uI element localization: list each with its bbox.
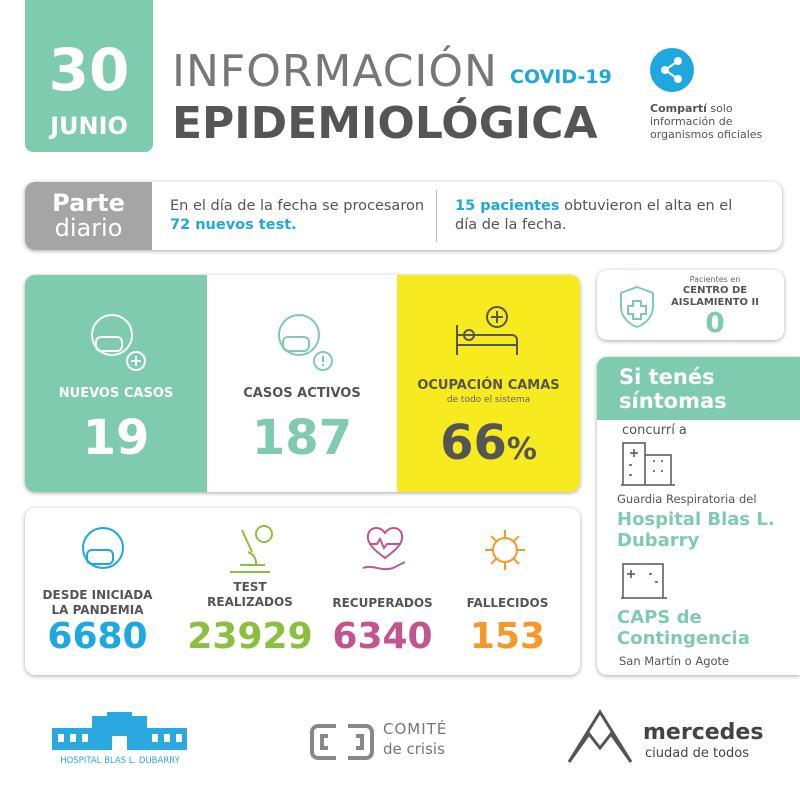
stat-value: 187	[251, 410, 353, 466]
parte-label: Parte diario	[25, 182, 152, 250]
divider	[436, 190, 437, 242]
stat-label: OCUPACIÓN CAMAS	[417, 378, 560, 393]
share-note: solo información de organismos oficiales	[650, 102, 763, 141]
centro-label: CENTRO DE AISLAMIENTO II	[671, 285, 759, 308]
shield-icon	[620, 285, 654, 329]
title-line-2: EPIDEMIOLÓGICA	[172, 98, 598, 149]
mask-icon	[82, 527, 124, 569]
stat-beds: OCUPACIÓN CAMAS de todo el sistema 66%	[397, 275, 580, 492]
total-label: RECUPERADOS	[332, 596, 433, 610]
stat-value: 19	[82, 410, 150, 466]
centro-caption: Pacientes en	[689, 275, 741, 284]
total-value: 153	[469, 616, 546, 657]
share-bold: Compartí	[650, 102, 707, 115]
bed-icon	[456, 306, 518, 355]
comite-logo	[310, 724, 374, 760]
city-top: mercedes	[643, 720, 764, 745]
hospital-logo	[52, 712, 187, 750]
parte-label-1: Parte	[52, 189, 125, 217]
stat-active: CASOS ACTIVOS 187	[207, 275, 397, 492]
sintomas-box: Si tenés síntomas concurrí a Guardia Res…	[597, 357, 800, 675]
caps-icon	[621, 563, 667, 599]
tag: COVID-19	[510, 66, 612, 88]
total-value: 23929	[187, 616, 313, 657]
share-text: Compartí solo información de organismos …	[650, 102, 790, 141]
total-label: TEST REALIZADOS	[207, 580, 293, 609]
tests-highlight: 72 nuevos test.	[170, 217, 297, 233]
centro-value: 0	[705, 306, 725, 339]
comite-top: COMITÉ	[383, 720, 448, 738]
place-caption: San Martín o Agote	[619, 654, 730, 668]
stat-label: CASOS ACTIVOS	[243, 386, 361, 401]
altas-highlight: 15 pacientes	[455, 198, 560, 214]
heart-icon	[362, 527, 406, 571]
stat-value: 66	[440, 415, 507, 471]
total-value: 6680	[47, 616, 148, 657]
date-box: 30 JUNIO	[25, 0, 153, 152]
comite-bottom: de crisis	[383, 740, 445, 758]
place-caption: Guardia Respiratoria del	[617, 492, 757, 506]
stat-label: NUEVOS CASOS	[58, 386, 174, 401]
day: 30	[48, 36, 130, 104]
stats-box: NUEVOS CASOS 19 CASOS ACTIVOS 187 OCUPAC…	[25, 275, 580, 492]
mask-icon	[278, 314, 333, 371]
place-name: Hospital Blas L. Dubarry	[617, 509, 775, 551]
tests-before: En el día de la fecha se procesaron	[170, 198, 425, 214]
centro-box: Pacientes en CENTRO DE AISLAMIENTO II 0	[597, 270, 784, 340]
total-label: DESDE INICIADA LA PANDEMIA	[42, 588, 153, 617]
total-value: 6340	[332, 616, 433, 657]
sintomas-intro: concurrí a	[622, 423, 687, 438]
altas-text: 15 pacientes obtuvieron el alta en el dí…	[455, 197, 755, 235]
hospital-icon	[621, 442, 675, 486]
place-name: CAPS de Contingencia	[617, 607, 750, 649]
month: JUNIO	[50, 112, 128, 140]
sintomas-header: Si tenés síntomas	[597, 357, 800, 420]
stat-sublabel: de todo el sistema	[446, 395, 531, 405]
microscope-icon	[230, 525, 273, 573]
city-bottom: ciudad de todos	[645, 746, 750, 761]
tests-text: En el día de la fecha se procesaron 72 n…	[170, 197, 425, 235]
stat-unit: %	[506, 432, 537, 467]
title-line-1: INFORMACIÓN	[172, 46, 498, 97]
altas-after: obtuvieron el alta en el día de la fecha…	[455, 198, 733, 233]
total-label: FALLECIDOS	[466, 596, 549, 610]
mercedes-logo	[567, 709, 633, 763]
totals-box: DESDE INICIADA LA PANDEMIA TEST REALIZAD…	[25, 508, 580, 675]
virus-icon	[485, 530, 525, 570]
stat-new: NUEVOS CASOS 19	[25, 275, 207, 492]
hospital-name: HOSPITAL BLAS L. DUBARRY	[60, 756, 180, 766]
parte-box: Parte diario En el día de la fecha se pr…	[25, 182, 782, 250]
mask-icon	[91, 314, 146, 371]
stat-value-wrap: 66%	[397, 415, 580, 471]
sintomas-title: Si tenés síntomas	[619, 365, 727, 413]
share-icon	[650, 48, 694, 92]
parte-label-2: diario	[54, 214, 123, 242]
